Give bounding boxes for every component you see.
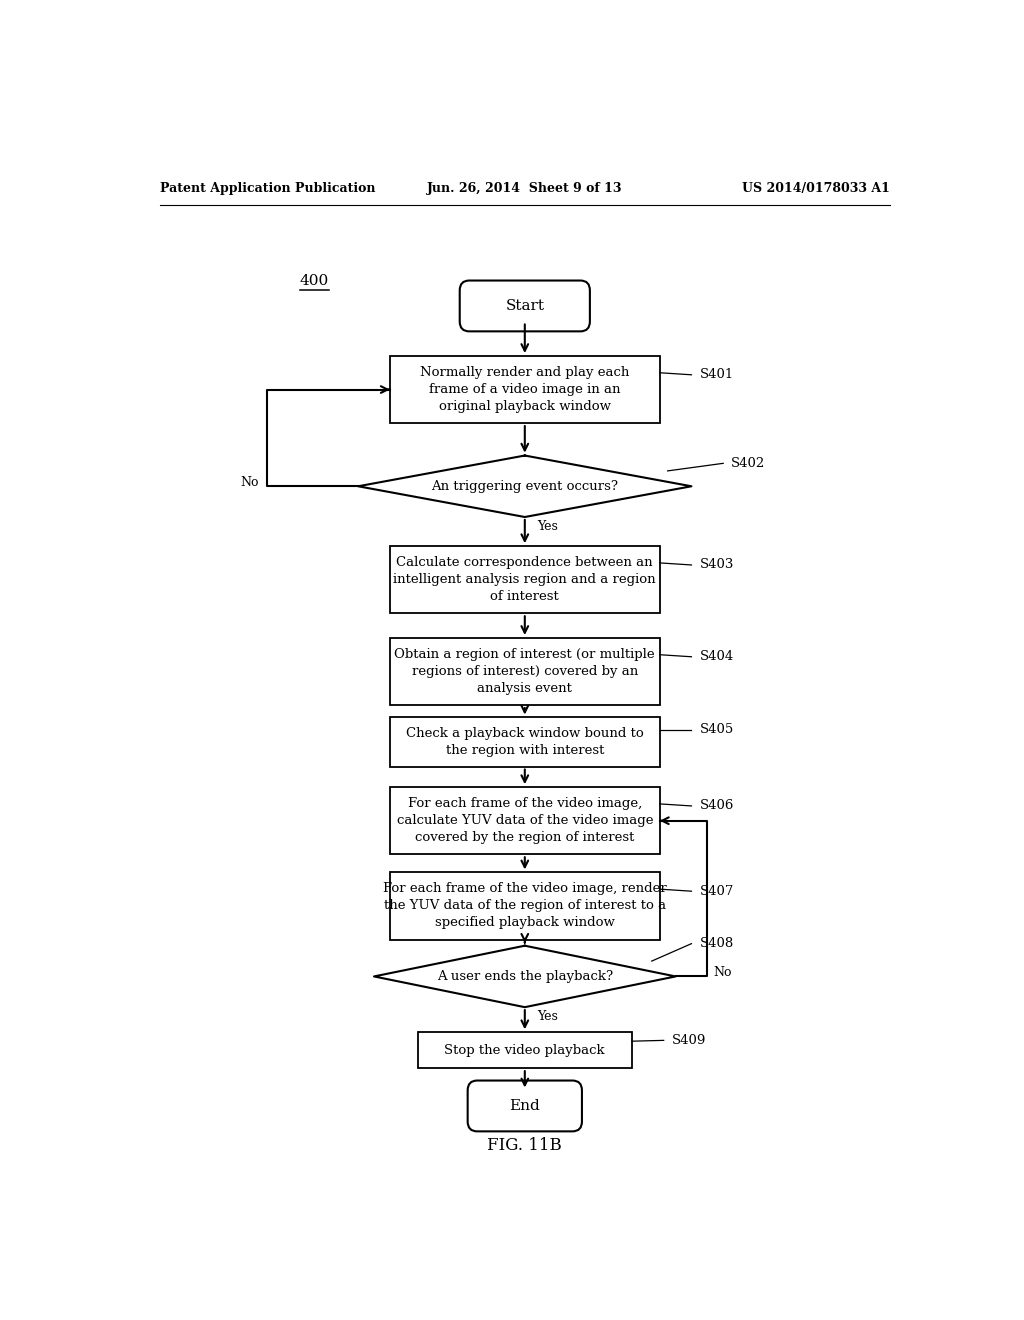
Text: For each frame of the video image,
calculate YUV data of the video image
covered: For each frame of the video image, calcu… [396, 797, 653, 845]
Text: Patent Application Publication: Patent Application Publication [160, 182, 375, 195]
Text: S407: S407 [699, 884, 734, 898]
Text: S406: S406 [699, 800, 734, 812]
Text: 400: 400 [300, 275, 329, 288]
Text: Normally render and play each
frame of a video image in an
original playback win: Normally render and play each frame of a… [420, 366, 630, 413]
Text: An triggering event occurs?: An triggering event occurs? [431, 479, 618, 492]
Text: Jun. 26, 2014  Sheet 9 of 13: Jun. 26, 2014 Sheet 9 of 13 [427, 182, 623, 195]
Text: Obtain a region of interest (or multiple
regions of interest) covered by an
anal: Obtain a region of interest (or multiple… [394, 648, 655, 696]
Text: Check a playback window bound to
the region with interest: Check a playback window bound to the reg… [406, 727, 644, 756]
Text: End: End [509, 1100, 541, 1113]
FancyBboxPatch shape [390, 638, 659, 705]
FancyBboxPatch shape [418, 1032, 632, 1068]
Text: Yes: Yes [537, 1010, 558, 1023]
Polygon shape [358, 455, 691, 517]
Text: Calculate correspondence between an
intelligent analysis region and a region
of : Calculate correspondence between an inte… [393, 556, 656, 603]
Text: S403: S403 [699, 558, 734, 572]
Text: Start: Start [505, 298, 545, 313]
FancyBboxPatch shape [390, 356, 659, 424]
Text: S404: S404 [699, 651, 733, 663]
Text: No: No [714, 966, 732, 979]
Text: S405: S405 [699, 723, 733, 737]
Polygon shape [374, 945, 676, 1007]
FancyBboxPatch shape [460, 281, 590, 331]
FancyBboxPatch shape [390, 718, 659, 767]
Text: For each frame of the video image, render
the YUV data of the region of interest: For each frame of the video image, rende… [383, 883, 667, 929]
Text: S408: S408 [699, 937, 733, 950]
FancyBboxPatch shape [468, 1081, 582, 1131]
Text: FIG. 11B: FIG. 11B [487, 1138, 562, 1154]
Text: S409: S409 [672, 1034, 706, 1047]
Text: A user ends the playback?: A user ends the playback? [437, 970, 612, 983]
Text: No: No [241, 475, 259, 488]
Text: S402: S402 [731, 457, 765, 470]
Text: US 2014/0178033 A1: US 2014/0178033 A1 [742, 182, 890, 195]
Text: Stop the video playback: Stop the video playback [444, 1044, 605, 1057]
Text: S401: S401 [699, 368, 733, 381]
FancyBboxPatch shape [390, 787, 659, 854]
FancyBboxPatch shape [390, 873, 659, 940]
FancyBboxPatch shape [390, 546, 659, 614]
Text: Yes: Yes [537, 520, 558, 533]
